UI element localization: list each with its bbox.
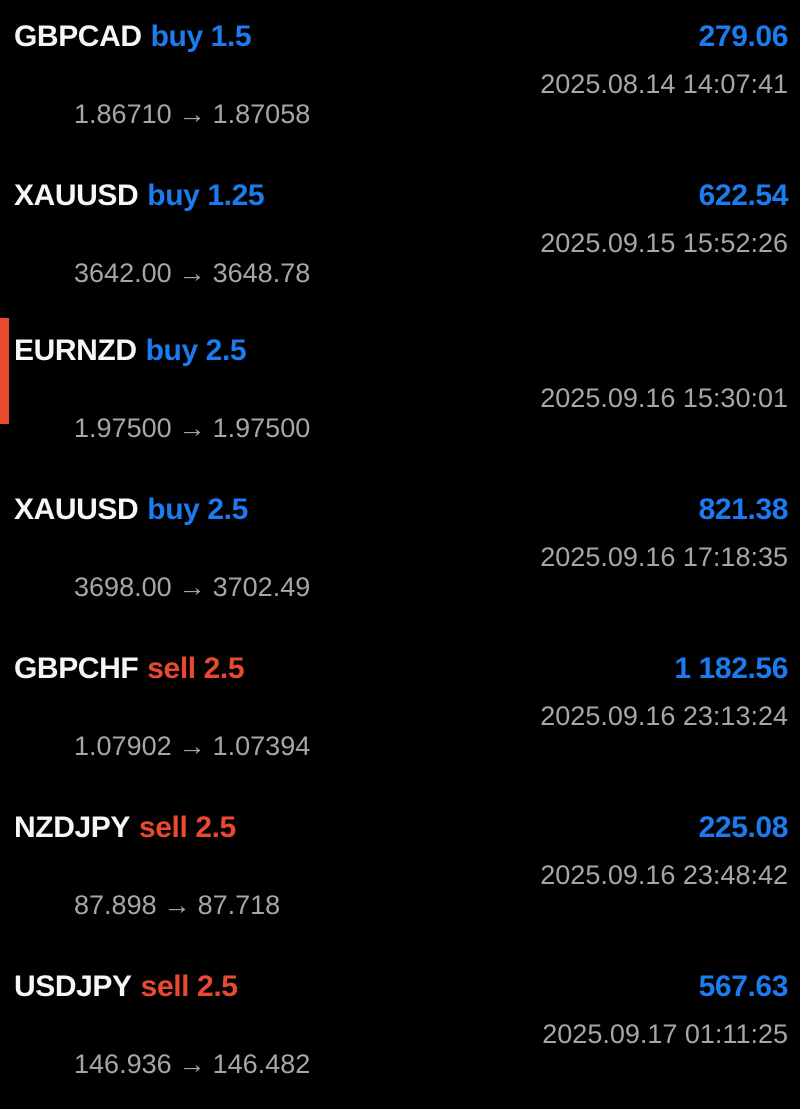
trade-title: XAUUSD buy 2.5	[14, 494, 248, 526]
trade-datetime: 2025.09.16 23:13:24	[540, 701, 788, 731]
trade-title: NZDJPY sell 2.5	[14, 812, 236, 844]
close-price: 1.97500	[212, 413, 311, 443]
open-price: 1.07902	[74, 731, 172, 761]
trade-direction-volume: sell 2.5	[138, 811, 236, 844]
trade-title: EURNZD buy 2.5	[14, 334, 247, 367]
trade-direction-volume: sell 2.5	[140, 970, 238, 1003]
open-price: 1.97500	[74, 413, 172, 443]
trade-title: GBPCHF sell 2.5	[14, 652, 245, 685]
arrow-right-icon: →	[178, 731, 206, 761]
open-price: 1.86710	[74, 99, 172, 129]
arrow-right-icon: →	[178, 572, 206, 602]
open-price: 3698.00	[74, 572, 172, 602]
trade-profit: 821.38	[698, 493, 789, 526]
close-price: 1.87058	[212, 99, 311, 129]
close-price: 3648.78	[212, 258, 311, 288]
trade-row[interactable]: XAUUSD buy 2.5 821.38 3698.00 → 3702.49 202…	[0, 473, 800, 632]
trade-datetime: 2025.09.16 17:18:35	[540, 542, 788, 572]
trade-row[interactable]: NZDJPY sell 2.5 225.08 87.898 → 87.718 2025…	[0, 791, 800, 950]
trade-title: XAUUSD buy 1.25	[14, 179, 265, 212]
arrow-right-icon: →	[163, 890, 191, 920]
trade-title: GBPCAD buy 1.5	[14, 20, 252, 53]
close-price: 3702.49	[212, 572, 311, 602]
trade-symbol: GBPCAD	[14, 20, 142, 53]
arrow-right-icon: →	[178, 99, 206, 129]
trade-row[interactable]: GBPCHF sell 2.5 1 182.56 1.07902 → 1.07394 …	[0, 632, 800, 791]
trade-profit: 279.06	[698, 20, 789, 53]
trade-prices: 3698.00 → 3702.49	[14, 542, 310, 632]
open-price: 3642.00	[74, 258, 172, 288]
trade-profit: 1 182.56	[674, 652, 788, 685]
trade-row[interactable]: USDJPY sell 2.5 567.63 146.936 → 146.482 20…	[0, 950, 800, 1109]
trade-profit: 567.63	[698, 970, 789, 1003]
arrow-right-icon: →	[178, 1049, 206, 1079]
trade-prices: 1.97500 → 1.97500	[14, 383, 310, 473]
trade-profit: 225.08	[698, 811, 789, 844]
close-price: 146.482	[212, 1049, 311, 1079]
trade-datetime: 2025.09.16 23:48:42	[540, 860, 788, 890]
trade-symbol: XAUUSD	[14, 493, 139, 526]
trade-profit: 622.54	[698, 179, 789, 212]
trade-symbol: NZDJPY	[14, 811, 130, 844]
trade-symbol: GBPCHF	[14, 652, 139, 685]
trade-datetime: 2025.09.17 01:11:25	[542, 1019, 788, 1049]
trade-symbol: XAUUSD	[14, 179, 139, 212]
close-price: 87.718	[197, 890, 281, 920]
trade-direction-volume: sell 2.5	[147, 652, 245, 685]
arrow-right-icon: →	[178, 413, 206, 443]
arrow-right-icon: →	[178, 258, 206, 288]
trade-row[interactable]: GBPCAD buy 1.5 279.06 1.86710 → 1.87058 202…	[0, 0, 800, 159]
open-price: 146.936	[74, 1049, 172, 1079]
trade-direction-volume: buy 2.5	[147, 493, 248, 526]
trade-prices: 1.86710 → 1.87058	[14, 69, 310, 159]
trade-row[interactable]: XAUUSD buy 1.25 622.54 3642.00 → 3648.78 20…	[0, 159, 800, 318]
trade-direction-volume: buy 1.5	[150, 20, 252, 53]
trade-datetime: 2025.09.16 15:30:01	[540, 383, 788, 413]
close-price: 1.07394	[212, 731, 311, 761]
trade-datetime: 2025.08.14 14:07:41	[540, 69, 788, 99]
trade-prices: 3642.00 → 3648.78	[14, 228, 310, 318]
trade-direction-volume: buy 2.5	[145, 334, 247, 367]
trade-title: USDJPY sell 2.5	[14, 971, 238, 1003]
trade-list: GBPCAD buy 1.5 279.06 1.86710 → 1.87058 202…	[0, 0, 800, 1079]
trade-symbol: EURNZD	[14, 334, 137, 367]
open-price: 87.898	[74, 890, 157, 920]
trade-row[interactable]: EURNZD buy 2.5 1.97500 → 1.97500 2025.09.16…	[0, 318, 800, 473]
highlight-bar	[0, 318, 9, 424]
trade-direction-volume: buy 1.25	[147, 179, 265, 212]
trade-symbol: USDJPY	[14, 970, 132, 1003]
trade-prices: 87.898 → 87.718	[14, 860, 280, 950]
trade-datetime: 2025.09.15 15:52:26	[540, 228, 788, 258]
trade-prices: 146.936 → 146.482	[14, 1019, 310, 1109]
trade-prices: 1.07902 → 1.07394	[14, 701, 310, 791]
